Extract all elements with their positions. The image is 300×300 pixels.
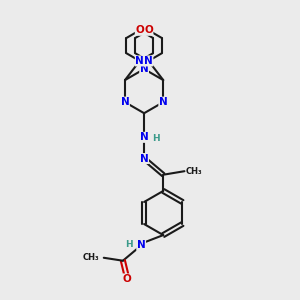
Text: N: N <box>135 56 144 66</box>
Text: O: O <box>123 274 132 284</box>
Text: CH₃: CH₃ <box>83 253 99 262</box>
Text: N: N <box>140 154 148 164</box>
Text: N: N <box>140 132 148 142</box>
Text: CH₃: CH₃ <box>186 167 202 176</box>
Text: N: N <box>137 240 146 250</box>
Text: N: N <box>140 64 148 74</box>
Text: N: N <box>159 97 168 107</box>
Text: H: H <box>152 134 160 143</box>
Text: O: O <box>135 25 144 35</box>
Text: O: O <box>144 25 153 35</box>
Text: H: H <box>125 240 133 249</box>
Text: N: N <box>144 56 153 66</box>
Text: N: N <box>121 97 129 107</box>
